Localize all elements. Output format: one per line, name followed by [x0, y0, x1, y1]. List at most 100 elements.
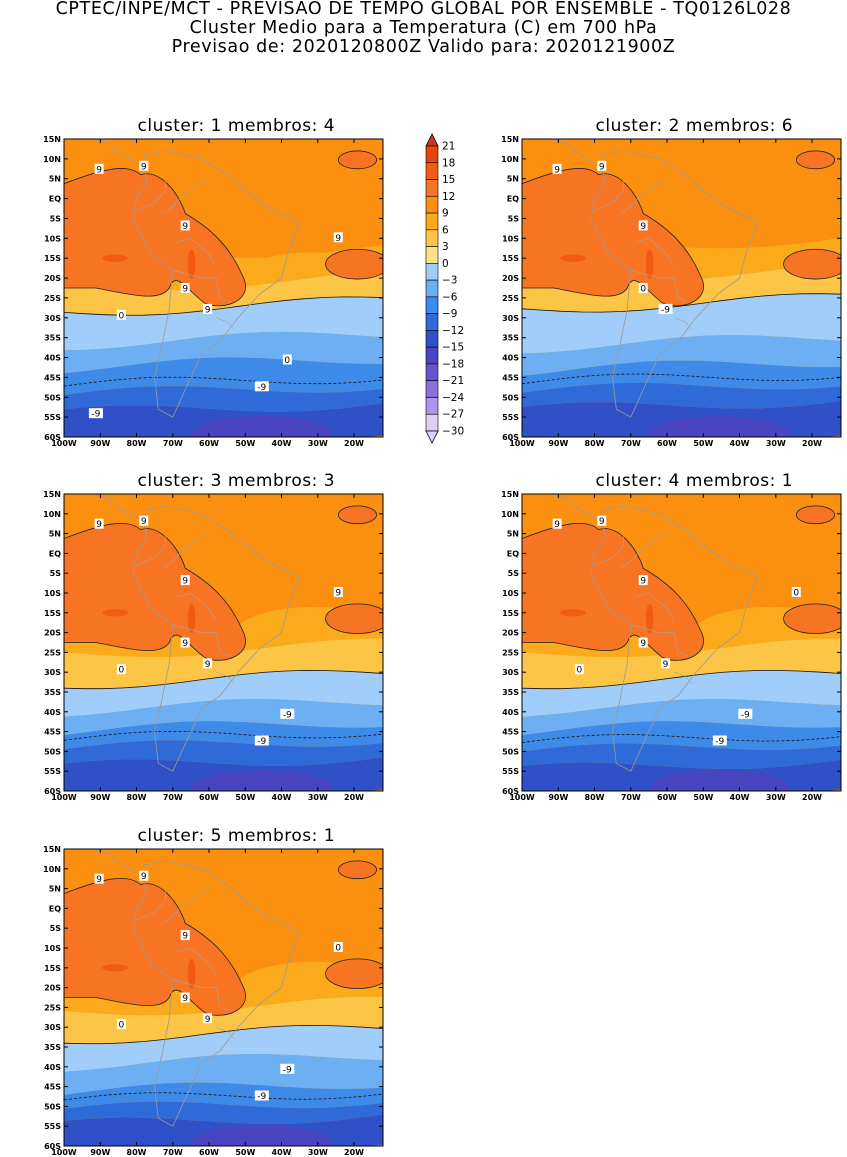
country-border: [136, 880, 166, 921]
lat-tick-label: 5S: [50, 924, 62, 933]
band-9-to-12-patch: [325, 248, 383, 280]
lat-tick-label: 15S: [44, 254, 61, 263]
country-border: [172, 269, 231, 303]
colorbar-cell: [425, 430, 439, 444]
country-border: [136, 525, 166, 566]
lon-tick-label: 20W: [344, 793, 364, 802]
band-minus3-to-0: [64, 670, 383, 717]
contour-label-box: [738, 708, 753, 719]
colorbar-label: 21: [442, 141, 455, 153]
contour-label: 9: [640, 639, 646, 649]
lat-tick-label: 10N: [501, 510, 519, 519]
colorbar-cell: [425, 229, 439, 247]
colorbar-cell: [425, 179, 439, 197]
band-9-to-12-patch: [337, 150, 378, 170]
country-border: [172, 979, 231, 1012]
header-line-3: Previsao de: 2020120800Z Valido para: 20…: [171, 37, 676, 57]
lon-tick-label: 60W: [199, 793, 219, 802]
lon-tick-label: 40W: [730, 793, 750, 802]
contour-label-box: [94, 518, 104, 529]
lat-tick-label: 40S: [502, 708, 519, 717]
lat-tick-label: 5S: [50, 215, 62, 224]
band-minus3-to-0: [64, 296, 383, 351]
lon-tick-label: 100W: [51, 1148, 77, 1157]
contour-label: 9: [182, 994, 188, 1004]
lat-tick-label: 50S: [44, 393, 61, 402]
lat-tick-label: 20S: [502, 629, 519, 638]
lat-tick-label: 20S: [44, 984, 61, 993]
lat-tick-label: 55S: [502, 413, 519, 422]
colorbar-label: 9: [442, 208, 449, 220]
lat-tick-label: 5N: [49, 885, 61, 894]
lat-tick-label: 60S: [502, 787, 519, 796]
lat-tick-label: 25S: [502, 648, 519, 657]
lat-tick-label: 35S: [44, 1043, 61, 1052]
lon-tick-label: 20W: [344, 439, 364, 448]
contour-minus9: [522, 734, 841, 743]
lon-tick-label: 60W: [199, 439, 219, 448]
contour-label-box: [180, 992, 190, 1003]
country-border: [594, 170, 624, 211]
contour-label: 0: [119, 1021, 125, 1031]
lon-tick-label: 100W: [509, 439, 535, 448]
lon-tick-label: 70W: [621, 439, 641, 448]
contour-label: 9: [96, 165, 102, 175]
colorbar-label: −3: [442, 275, 457, 287]
panel-title: cluster: 3 membros: 3: [138, 471, 336, 491]
map-panel-1: 9 9 9 9 9 9 0 0 -9 -9 cluster: 1 membros: 4 15N 10N 5…: [43, 116, 384, 448]
lat-tick-label: 5N: [507, 530, 519, 539]
contour-minus9: [64, 376, 383, 387]
lon-tick-label: 20W: [802, 793, 822, 802]
lon-tick-label: 50W: [235, 793, 255, 802]
contour-label-box: [203, 658, 213, 669]
lat-tick-label: 50S: [44, 747, 61, 756]
lat-tick-label: 10N: [501, 155, 519, 164]
contour-label-box: [333, 942, 343, 952]
lat-tick-label: EQ: [507, 549, 519, 558]
lon-tick-label: 50W: [693, 439, 713, 448]
contour-label: 0: [119, 311, 125, 321]
contour-label: -9: [91, 410, 100, 420]
lat-tick-label: 55S: [44, 1122, 61, 1131]
band-minus18-patch: [191, 1125, 332, 1146]
lon-tick-label: 60W: [657, 793, 677, 802]
band-9-to-12: [522, 522, 704, 661]
country-border: [172, 624, 231, 657]
lat-tick-label: 45S: [44, 1083, 61, 1092]
contour-label-box: [94, 873, 104, 884]
contour-label-box: [552, 518, 562, 529]
band-12-to-15-patch: [187, 958, 196, 989]
lon-tick-label: 100W: [509, 793, 535, 802]
contour-label: 9: [96, 875, 102, 885]
band-minus9-to-minus6: [522, 721, 841, 752]
contour-label: 9: [599, 162, 605, 172]
band-12-to-15-patch: [560, 254, 586, 262]
band-minus12-to-minus9: [64, 740, 383, 766]
colorbar-cell: [425, 263, 439, 281]
band-12-to-15-patch: [560, 609, 586, 617]
contour-label-box: [139, 160, 149, 171]
band-minus6-to-minus3: [522, 335, 841, 376]
lat-tick-label: 10S: [44, 944, 61, 953]
lat-tick-label: 5N: [507, 175, 519, 184]
contour-label: 9: [335, 234, 341, 244]
map-panel-3: 9 9 9 9 9 9 0 -9 -9 cluster: 3 membros: 3 15N 10N 5N…: [43, 471, 384, 802]
lat-tick-label: 15N: [501, 490, 519, 499]
country-border: [594, 525, 624, 566]
colorbar-cell: [425, 279, 439, 298]
lat-tick-label: 15S: [502, 609, 519, 618]
contour-label: 0: [577, 666, 583, 676]
lon-tick-label: 80W: [127, 793, 147, 802]
lon-tick-label: 90W: [90, 1148, 110, 1157]
contour-label-box: [552, 163, 562, 174]
band-9-to-12: [64, 877, 246, 1016]
header-line-1: CPTEC/INPE/MCT - PREVISAO DE TEMPO GLOBA…: [55, 0, 792, 19]
country-border: [161, 533, 210, 570]
lon-tick-label: 20W: [802, 439, 822, 448]
contour-label-box: [638, 575, 648, 586]
band-minus6-to-minus3: [64, 1054, 383, 1095]
contour-label-box: [139, 515, 149, 526]
lat-tick-label: 40S: [44, 1063, 61, 1072]
lat-tick-label: 5S: [50, 569, 62, 578]
lat-tick-label: 5S: [508, 215, 520, 224]
